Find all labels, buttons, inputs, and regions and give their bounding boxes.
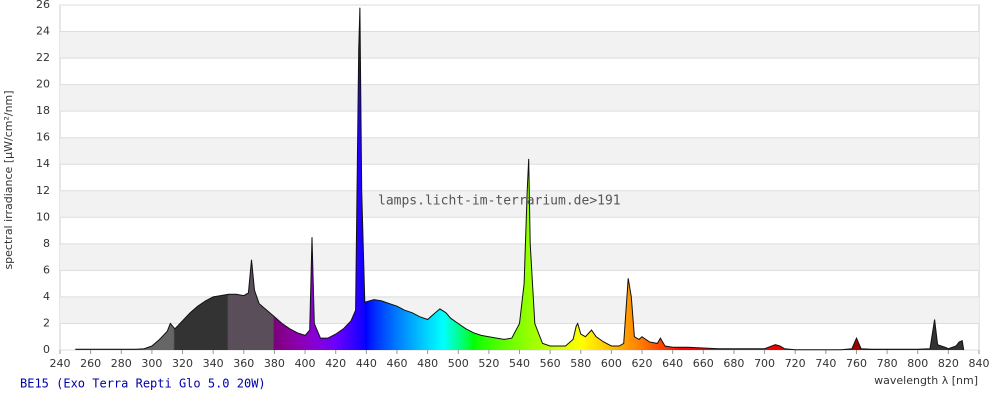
y-tick-label: 8 (43, 237, 50, 250)
plot-area (59, 4, 980, 351)
y-tick-label: 0 (43, 343, 50, 356)
x-tick-label: 520 (478, 357, 499, 370)
x-tick-label: 580 (570, 357, 591, 370)
x-tick-label: 240 (50, 357, 71, 370)
x-tick-label: 660 (693, 357, 714, 370)
x-tick-label: 440 (356, 357, 377, 370)
y-tick-label: 12 (36, 184, 50, 197)
x-tick-label: 840 (969, 357, 990, 370)
spectrum-line (75, 7, 965, 351)
x-tick-label: 720 (785, 357, 806, 370)
y-tick-label: 20 (36, 78, 50, 91)
x-tick-label: 540 (509, 357, 530, 370)
x-tick-label: 680 (723, 357, 744, 370)
x-tick-label: 700 (754, 357, 775, 370)
grid-band (60, 31, 979, 59)
x-tick-label: 820 (938, 357, 959, 370)
y-tick-label: 18 (36, 104, 50, 117)
x-tick-label: 380 (264, 357, 285, 370)
x-tick-label: 620 (632, 357, 653, 370)
x-tick-label: 480 (417, 357, 438, 370)
x-tick-label: 760 (846, 357, 867, 370)
y-axis-label: spectral irradiance [µW/cm²/nm] (2, 90, 15, 269)
x-tick-label: 500 (448, 357, 469, 370)
x-tick-label: 780 (877, 357, 898, 370)
grid-band (60, 243, 979, 271)
x-tick-label: 260 (80, 357, 101, 370)
y-tick-label: 24 (36, 25, 50, 38)
x-tick-label: 280 (111, 357, 132, 370)
x-tick-label: 360 (233, 357, 254, 370)
x-tick-label: 400 (295, 357, 316, 370)
footer: BE15 (Exo Terra Repti Glo 5.0 20W) (20, 377, 266, 391)
x-tick-label: 320 (172, 357, 193, 370)
y-tick-label: 22 (36, 51, 50, 64)
grid-band (60, 137, 979, 165)
watermark: lamps.licht-im-terrarium.de>191 (378, 194, 621, 209)
grid-band (60, 84, 979, 112)
x-tick-label: 600 (601, 357, 622, 370)
x-tick-label: 340 (203, 357, 224, 370)
grid-band (60, 190, 979, 218)
x-tick-label: 420 (325, 357, 346, 370)
x-tick-label: 640 (662, 357, 683, 370)
y-tick-label: 14 (36, 157, 50, 170)
x-tick-label: 300 (141, 357, 162, 370)
x-axis-label: wavelength λ [nm] (874, 374, 978, 387)
y-tick-label: 6 (43, 263, 50, 276)
y-tick-label: 16 (36, 131, 50, 144)
y-tick-label: 4 (43, 290, 50, 303)
y-tick-label: 26 (36, 0, 50, 11)
x-tick-label: 740 (815, 357, 836, 370)
x-tick-label: 460 (386, 357, 407, 370)
x-tick-label: 800 (907, 357, 928, 370)
y-tick-label: 10 (36, 210, 50, 223)
x-tick-label: 560 (540, 357, 561, 370)
y-tick-label: 2 (43, 316, 50, 329)
